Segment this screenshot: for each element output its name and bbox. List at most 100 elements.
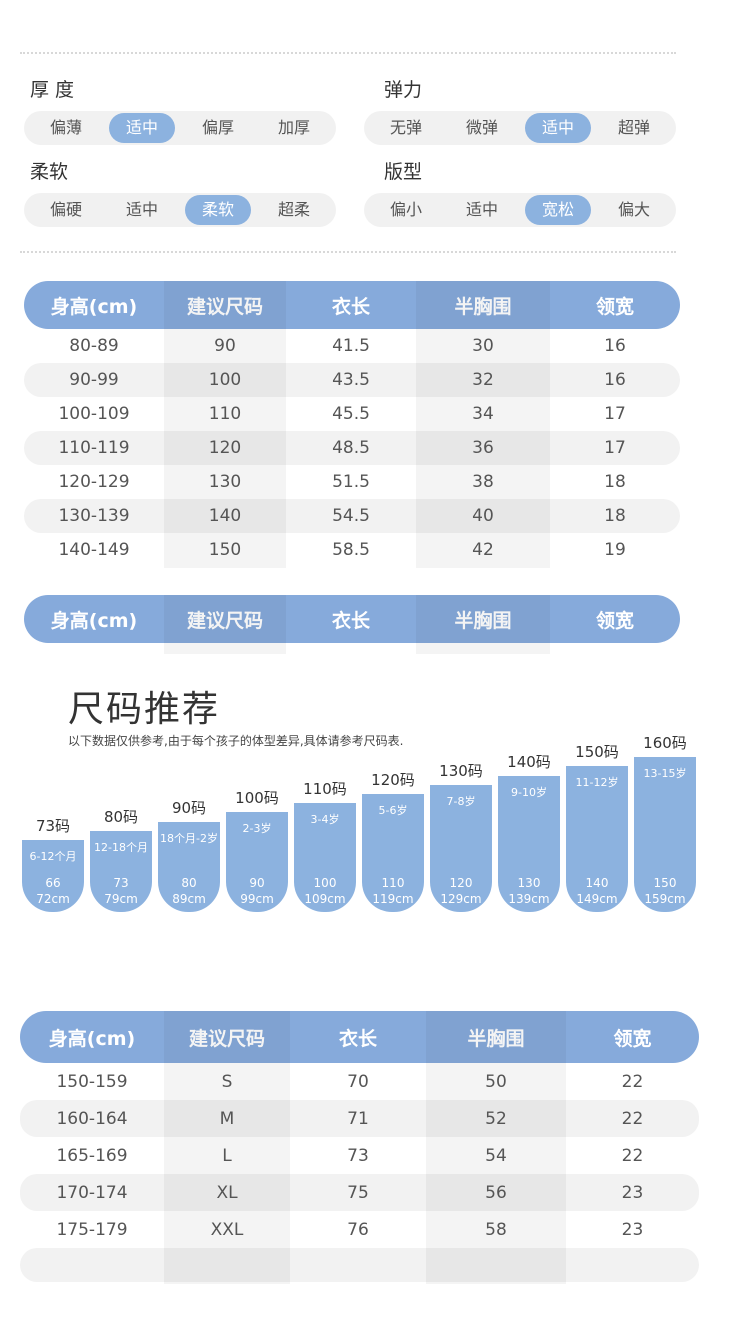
table-row: 140-149 150 58.5 42 19: [24, 533, 680, 567]
table-row: 130-139 140 54.5 40 18: [24, 499, 680, 533]
column-band-chest: [426, 1011, 566, 1284]
cell-collar: 22: [621, 1145, 644, 1166]
cell-chest: 56: [485, 1182, 507, 1203]
header-chest: 半胸围: [454, 609, 512, 632]
cell-length: 75: [347, 1182, 369, 1203]
size-card-body: 5-6岁 110 119cm: [362, 794, 424, 912]
cell-collar: 18: [604, 506, 626, 526]
size-card-height-max: 79cm: [104, 891, 138, 906]
table-row: 170-174 XL 75 56 23: [20, 1174, 699, 1211]
fit-option-loose[interactable]: 宽松: [525, 195, 591, 225]
size-card-label: 140码: [507, 752, 551, 771]
divider-top: [20, 52, 676, 54]
size-card-height-max: 109cm: [304, 891, 346, 906]
cell-height: 175-179: [56, 1219, 128, 1240]
softness-option-hard[interactable]: 偏硬: [49, 200, 82, 219]
cell-chest: 32: [472, 370, 494, 390]
cell-collar: 23: [621, 1182, 644, 1203]
header-length: 衣长: [331, 295, 370, 318]
fit-option-large[interactable]: 偏大: [617, 200, 650, 219]
cell-collar: 16: [604, 370, 626, 390]
fit-option-small[interactable]: 偏小: [389, 200, 422, 219]
table-row: 175-179 XXL 76 58 23: [20, 1211, 699, 1248]
size-card-height-min: 130: [517, 875, 541, 890]
softness-option-medium[interactable]: 适中: [125, 200, 158, 219]
table-row: 100-109 110 45.5 34 17: [24, 397, 680, 431]
cell-chest: 38: [472, 472, 494, 492]
size-card-label: 80码: [103, 807, 139, 826]
cell-chest: 40: [472, 506, 494, 526]
size-card-age: 12-18个月: [94, 840, 148, 854]
table-row: 120-129 130 51.5 38 18: [24, 465, 680, 499]
cell-length: 54.5: [332, 506, 370, 526]
elasticity-option-slight[interactable]: 微弹: [465, 118, 498, 137]
softness-option-super-soft[interactable]: 超柔: [277, 200, 310, 219]
cell-chest: 54: [485, 1145, 507, 1166]
size-card-height-max: 139cm: [508, 891, 550, 906]
size-card-age: 6-12个月: [29, 850, 77, 863]
cell-height: 160-164: [56, 1108, 128, 1129]
fit-option-medium[interactable]: 适中: [465, 200, 498, 219]
cell-chest: 52: [485, 1108, 507, 1129]
size-card-age: 9-10岁: [511, 785, 547, 799]
thickness-option-thin[interactable]: 偏薄: [49, 118, 82, 137]
header-collar: 领宽: [595, 609, 634, 632]
cell-chest: 42: [472, 540, 494, 560]
column-band-chest: [416, 281, 550, 568]
cell-size: 140: [208, 506, 242, 526]
column-band-size: [164, 281, 286, 568]
size-card-body: 18个月-2岁 80 89cm: [158, 821, 220, 912]
cell-chest: 50: [485, 1071, 507, 1092]
cell-size: XXL: [210, 1219, 244, 1240]
size-card-label: 100码: [235, 789, 279, 808]
cell-height: 120-129: [58, 472, 130, 492]
cell-size: L: [222, 1145, 232, 1166]
thickness-option-medium[interactable]: 适中: [109, 113, 175, 143]
cell-length: 45.5: [332, 404, 370, 424]
cell-length: 43.5: [332, 370, 370, 390]
cell-length: 76: [347, 1219, 369, 1240]
kids-table-header: 身高(cm) 建议尺码 衣长 半胸围 领宽: [24, 281, 680, 329]
cell-size: 100: [208, 370, 242, 390]
size-card-label: 73码: [35, 817, 71, 835]
cell-collar: 22: [621, 1108, 644, 1129]
cell-chest: 30: [472, 336, 494, 356]
header-length: 衣长: [338, 1027, 377, 1050]
elasticity-option-none[interactable]: 无弹: [389, 118, 422, 137]
cell-height: 165-169: [56, 1145, 128, 1166]
size-card-height-min: 73: [113, 875, 129, 890]
cell-height: 140-149: [58, 540, 130, 560]
header-length: 衣长: [331, 609, 370, 632]
elasticity-title: 弹力: [384, 79, 423, 101]
cell-length: 70: [347, 1071, 369, 1092]
table-row: 160-164 M 71 52 22: [20, 1100, 699, 1137]
size-card-label: 150码: [575, 743, 619, 762]
cell-collar: 18: [604, 472, 626, 492]
thickness-option-extra-thick[interactable]: 加厚: [277, 118, 310, 137]
size-card-label: 110码: [303, 780, 347, 799]
size-card-body: 11-12岁 140 149cm: [566, 766, 628, 912]
adult-table-body: 150-159 S 70 50 22 160-164 M 71 52 22 165-169 L 73 54…: [20, 1063, 699, 1282]
column-band-chest: [416, 595, 550, 654]
elasticity-option-medium[interactable]: 适中: [525, 113, 591, 143]
elasticity-option-super[interactable]: 超弹: [617, 118, 650, 137]
cell-size: 120: [208, 438, 242, 458]
cell-size: 90: [214, 336, 236, 356]
size-card-body: 3-4岁 100 109cm: [294, 803, 356, 912]
column-band-size: [164, 1011, 290, 1284]
size-card-age: 13-15岁: [643, 767, 687, 781]
cell-chest: 36: [472, 438, 494, 458]
table-row: 80-89 90 41.5 30 16: [24, 329, 680, 363]
cell-length: 58.5: [332, 540, 370, 560]
softness-selector: 柔软 偏硬 适中 柔软 超柔: [24, 159, 336, 227]
size-card-height-max: 99cm: [240, 891, 274, 906]
cell-size: S: [221, 1071, 233, 1092]
cell-size: 110: [208, 404, 242, 424]
softness-title: 柔软: [30, 161, 69, 183]
cell-size: 130: [208, 472, 242, 492]
softness-option-soft[interactable]: 柔软: [185, 195, 251, 225]
thickness-options: 偏薄 适中 偏厚 加厚: [24, 111, 336, 145]
elasticity-options: 无弹 微弹 适中 超弹: [364, 111, 676, 145]
thickness-option-thick[interactable]: 偏厚: [201, 118, 234, 137]
header-height: 身高(cm): [50, 609, 138, 632]
